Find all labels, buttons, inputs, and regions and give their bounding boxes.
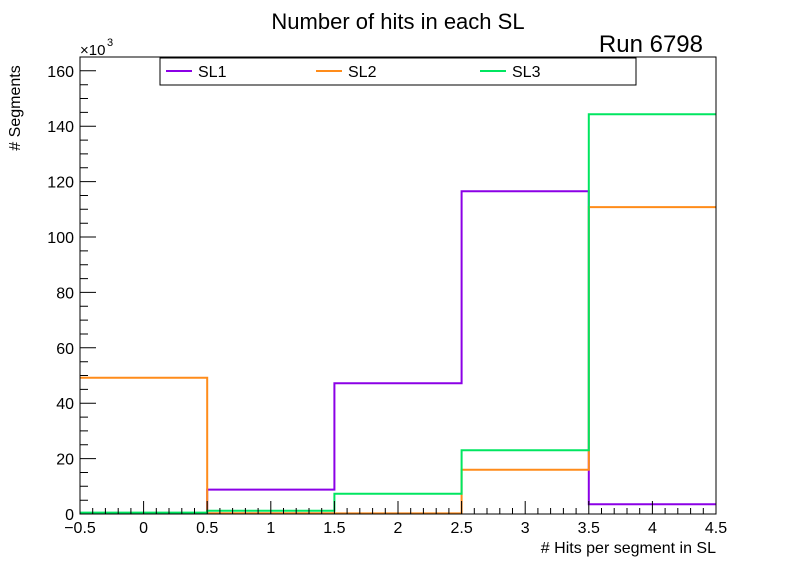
x-tick-label: 1.5 xyxy=(323,520,345,537)
y-tick-label: 60 xyxy=(56,341,74,358)
series-sl1-line xyxy=(80,190,716,515)
legend-label: SL2 xyxy=(348,64,377,81)
x-tick-label: 3.5 xyxy=(578,520,600,537)
legend-entry-sl2: SL2 xyxy=(316,64,377,81)
x-tick-label: 0.5 xyxy=(196,520,218,537)
x-axis-label: # Hits per segment in SL xyxy=(541,540,716,557)
series-sl3-line xyxy=(80,113,716,514)
legend-entry-sl1: SL1 xyxy=(166,64,227,81)
legend-box xyxy=(159,57,637,86)
legend-label: SL1 xyxy=(198,64,227,81)
x-tick-label: 0 xyxy=(139,520,148,537)
y-multiplier-base: ×10 xyxy=(80,42,105,59)
x-tick-labels: −0.5 0 0.5 1 1.5 2 2.5 3 3.5 4 4.5 xyxy=(64,520,727,537)
y-multiplier: ×10 3 xyxy=(80,37,113,59)
legend: SL1 SL2 SL3 xyxy=(159,57,637,86)
chart-title: Number of hits in each SL xyxy=(271,9,524,34)
y-tick-label: 0 xyxy=(65,507,74,524)
y-tick-label: 140 xyxy=(47,119,74,136)
x-tick-label: 1 xyxy=(266,520,275,537)
legend-label: SL3 xyxy=(512,64,541,81)
y-tick-label: 160 xyxy=(47,64,74,81)
tick-marks xyxy=(79,56,717,515)
y-multiplier-exponent: 3 xyxy=(107,37,113,49)
plot-frame xyxy=(79,56,717,515)
run-annotation: Run 6798 xyxy=(599,31,703,58)
y-tick-label: 80 xyxy=(56,285,74,302)
y-tick-label: 100 xyxy=(47,230,74,247)
x-tick-label: 4 xyxy=(648,520,657,537)
legend-entry-sl3: SL3 xyxy=(480,64,541,81)
axis-ticks xyxy=(79,56,717,515)
x-tick-label: 2.5 xyxy=(450,520,472,537)
y-tick-labels: 0 20 40 60 80 100 120 140 160 xyxy=(47,64,74,524)
x-tick-label: 4.5 xyxy=(705,520,727,537)
y-axis-label: # Segments xyxy=(7,65,24,150)
y-tick-label: 20 xyxy=(56,452,74,469)
x-tick-label: 2 xyxy=(394,520,403,537)
series-sl2-line xyxy=(80,206,716,515)
x-tick-label: −0.5 xyxy=(64,520,96,537)
y-tick-label: 120 xyxy=(47,175,74,192)
plot-area xyxy=(80,113,716,515)
x-tick-label: 3 xyxy=(521,520,530,537)
y-tick-label: 40 xyxy=(56,396,74,413)
